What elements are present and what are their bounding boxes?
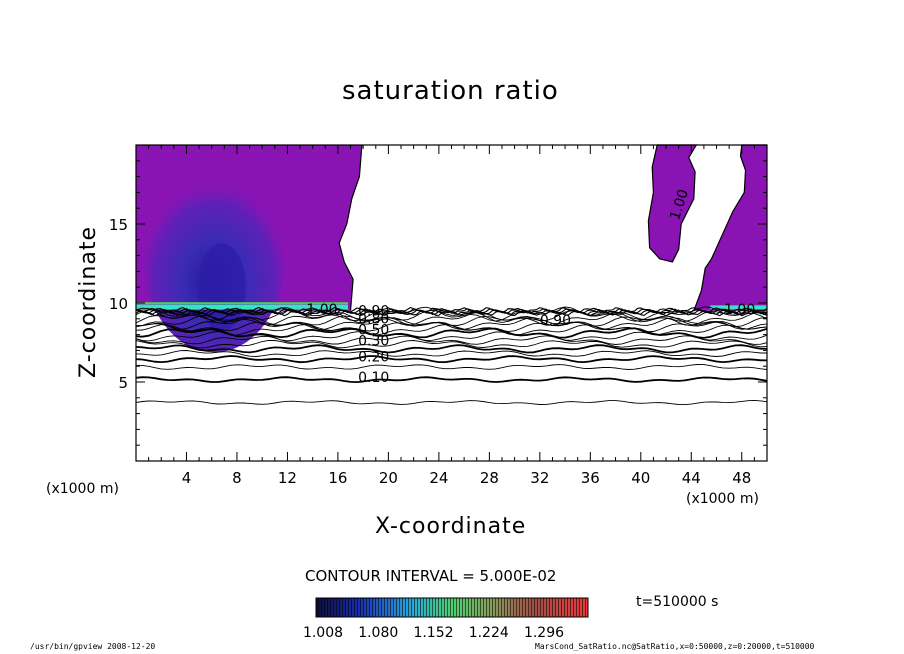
colorbar-ticks <box>316 598 588 617</box>
time-text: t=510000 s <box>636 594 719 610</box>
chart-title: saturation ratio <box>342 76 559 106</box>
contour-line <box>135 364 768 370</box>
footer-left: /usr/bin/gpview 2008-12-20 <box>30 642 156 651</box>
contour-line <box>135 350 767 357</box>
colorbar-label: 1.152 <box>413 625 453 641</box>
contour-line <box>135 335 768 345</box>
colorbar-label: 1.296 <box>524 625 564 641</box>
contour-line <box>135 344 768 354</box>
x-unit-right: (x1000 m) <box>686 491 759 507</box>
y-tick-label: 10 <box>109 295 128 313</box>
x-tick-label: 20 <box>379 469 398 487</box>
contour-label: 0.90 <box>358 304 389 320</box>
contour-line <box>135 327 768 339</box>
x-tick-label: 44 <box>682 469 701 487</box>
contour-label: 1.00 <box>724 302 755 318</box>
x-axis-label: X-coordinate <box>375 514 527 539</box>
contour-label: 0.50 <box>358 323 389 339</box>
x-tick-label: 16 <box>328 469 347 487</box>
contour-line <box>135 399 768 406</box>
contour-label: 0.80 <box>358 312 389 328</box>
x-tick-label: 48 <box>732 469 751 487</box>
y-tick-label: 15 <box>109 216 128 234</box>
x-tick-label: 24 <box>429 469 448 487</box>
cloud-base-contour <box>135 306 768 314</box>
x-tick-label: 36 <box>581 469 600 487</box>
x-tick-label: 40 <box>631 469 650 487</box>
contour-line <box>135 309 768 324</box>
x-unit-left: (x1000 m) <box>46 481 119 497</box>
contour-outline-left <box>338 144 363 311</box>
contour-line <box>135 355 768 364</box>
x-tick-label: 28 <box>480 469 499 487</box>
colorbar-frame <box>315 597 589 618</box>
contour-outline-right <box>693 144 767 312</box>
contour-label: 1.00 <box>306 302 337 318</box>
colorbar-label: 1.224 <box>469 625 509 641</box>
contour-label: 0.10 <box>358 370 389 386</box>
contour-line <box>135 339 768 349</box>
contour-label: 0.90 <box>540 313 571 329</box>
cyan-band-right <box>710 305 767 310</box>
x-tick-label: 32 <box>530 469 549 487</box>
contour-label: 0.20 <box>358 349 389 365</box>
region-upper-right <box>648 145 697 262</box>
cyan-band-left <box>136 304 349 310</box>
colorbar-label: 1.080 <box>358 625 398 641</box>
colorbar-label: 1.008 <box>303 625 343 641</box>
x-tick-label: 12 <box>278 469 297 487</box>
x-tick-label: 4 <box>182 469 192 487</box>
contour-interval-text: CONTOUR INTERVAL = 5.000E-02 <box>305 567 557 585</box>
contour-line <box>135 315 768 328</box>
contour-outline-upper-right <box>647 144 698 263</box>
contour-line <box>135 376 768 384</box>
green-band-left <box>136 302 349 305</box>
region-right <box>693 145 767 311</box>
y-tick-label: 5 <box>118 374 128 392</box>
contour-label: 0.30 <box>358 334 389 350</box>
x-tick-label: 8 <box>232 469 242 487</box>
y-axis-label: Z-coordinate <box>76 226 101 378</box>
cloud-base-contour <box>135 307 768 315</box>
footer-right: MarsCond_SatRatio.nc@SatRatio,x=0:50000,… <box>535 642 815 651</box>
